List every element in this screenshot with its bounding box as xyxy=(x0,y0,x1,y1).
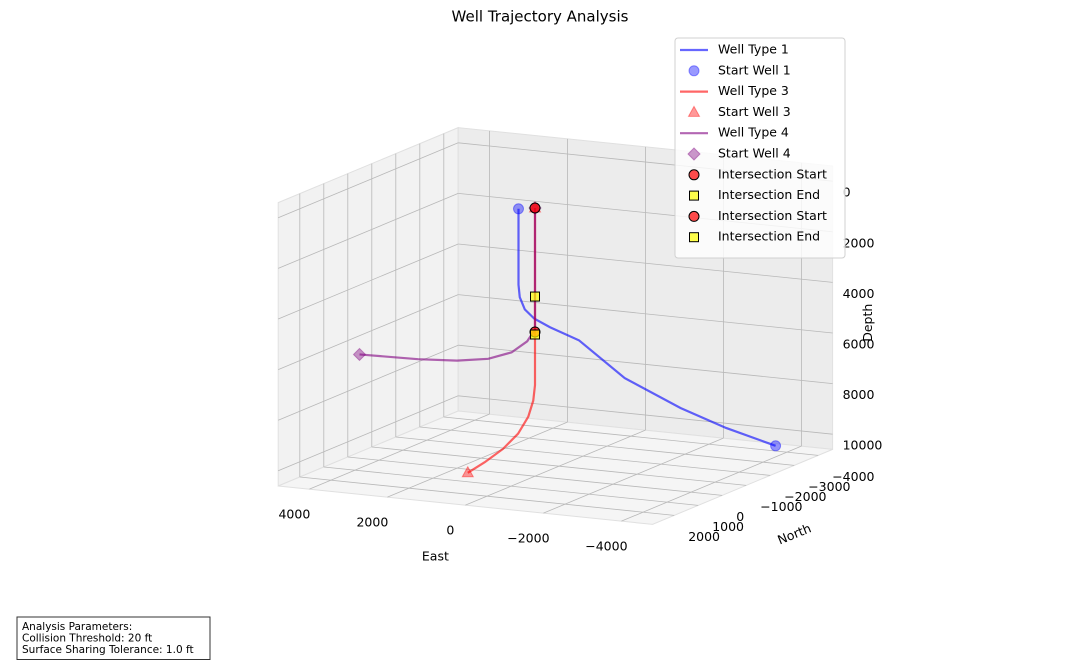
legend-marker xyxy=(688,210,700,222)
y-tick-label: 2000 xyxy=(688,529,720,544)
legend-label: Intersection Start xyxy=(718,166,827,181)
x-tick-label: −4000 xyxy=(585,539,627,554)
grid-line xyxy=(323,466,699,506)
grid-line xyxy=(278,193,459,269)
marker xyxy=(770,440,782,452)
legend-marker xyxy=(689,190,699,201)
y-axis-label: North xyxy=(775,520,813,547)
marker xyxy=(530,291,540,302)
z-tick-label: 10000 xyxy=(843,438,883,453)
grid-line xyxy=(458,344,833,384)
grid-line xyxy=(543,437,724,514)
well-line xyxy=(517,208,776,447)
grid-line xyxy=(465,429,646,506)
x-tick-label: 2000 xyxy=(356,515,388,530)
grid-line xyxy=(278,142,459,219)
legend-label: Start Well 3 xyxy=(718,104,791,119)
y-tick-label: −1000 xyxy=(760,499,802,514)
marker xyxy=(513,203,524,215)
legend-label: Well Type 3 xyxy=(718,83,789,98)
legend: Well Type 1 Start Well 1 Well Type 3 Start … xyxy=(674,37,846,259)
marker xyxy=(461,465,475,478)
x-tick-label: −2000 xyxy=(507,531,549,546)
annotation-line: Collision Threshold: 20 ft xyxy=(22,633,152,645)
z-axis-label: Depth xyxy=(860,304,875,342)
grid-line xyxy=(278,243,459,320)
grid-line xyxy=(443,416,819,456)
z-tick-label: 2000 xyxy=(843,235,875,250)
legend-marker xyxy=(687,105,701,117)
x-tick-label: 0 xyxy=(446,523,454,538)
grid-line xyxy=(371,446,747,486)
legend-label: Start Well 1 xyxy=(718,62,791,77)
grid-line xyxy=(278,294,459,370)
grid-line xyxy=(458,243,833,283)
x-axis-label: East xyxy=(422,549,449,564)
legend-box xyxy=(674,37,846,259)
grid-line xyxy=(299,476,675,516)
grid-line xyxy=(395,436,771,476)
legend-label: Intersection Start xyxy=(718,208,827,223)
z-tick-label: 6000 xyxy=(843,337,875,352)
x-tick-label: 4000 xyxy=(278,507,310,522)
y-tick-label: −2000 xyxy=(784,489,826,504)
legend-label: Intersection End xyxy=(718,229,820,244)
marker xyxy=(352,347,367,362)
z-tick-label: 0 xyxy=(843,185,851,200)
legend-marker xyxy=(689,232,699,243)
legend-label: Intersection End xyxy=(718,187,820,202)
legend-marker xyxy=(688,65,700,77)
y-tick-label: 1000 xyxy=(712,519,744,534)
marker xyxy=(530,329,540,340)
chart-title: Well Trajectory Analysis xyxy=(452,8,629,26)
grid-line xyxy=(309,413,490,490)
legend-marker xyxy=(687,147,701,161)
well-line xyxy=(359,208,537,362)
y-tick-label: −3000 xyxy=(808,479,850,494)
grid-line xyxy=(278,395,459,472)
legend-marker xyxy=(688,169,700,181)
legend-label: Well Type 4 xyxy=(718,125,789,140)
z-tick-label: 4000 xyxy=(843,286,875,301)
legend-label: Well Type 1 xyxy=(718,42,789,57)
y-tick-label: −4000 xyxy=(832,469,874,484)
annotation-line: Surface Sharing Tolerance: 1.0 ft xyxy=(22,644,194,656)
annotation: Analysis Parameters:Collision Threshold:… xyxy=(16,616,211,660)
grid-line xyxy=(347,456,723,496)
grid-line xyxy=(387,421,568,498)
z-tick-label: 8000 xyxy=(843,387,875,402)
marker xyxy=(529,202,541,214)
grid-line xyxy=(621,445,802,522)
grid-line xyxy=(458,395,833,435)
legend-label: Start Well 4 xyxy=(718,146,791,161)
annotation-line: Analysis Parameters: xyxy=(22,621,132,633)
grid-line xyxy=(419,426,795,466)
annotation-box xyxy=(16,616,211,660)
y-tick-label: 0 xyxy=(736,509,744,524)
grid-line xyxy=(278,344,459,421)
